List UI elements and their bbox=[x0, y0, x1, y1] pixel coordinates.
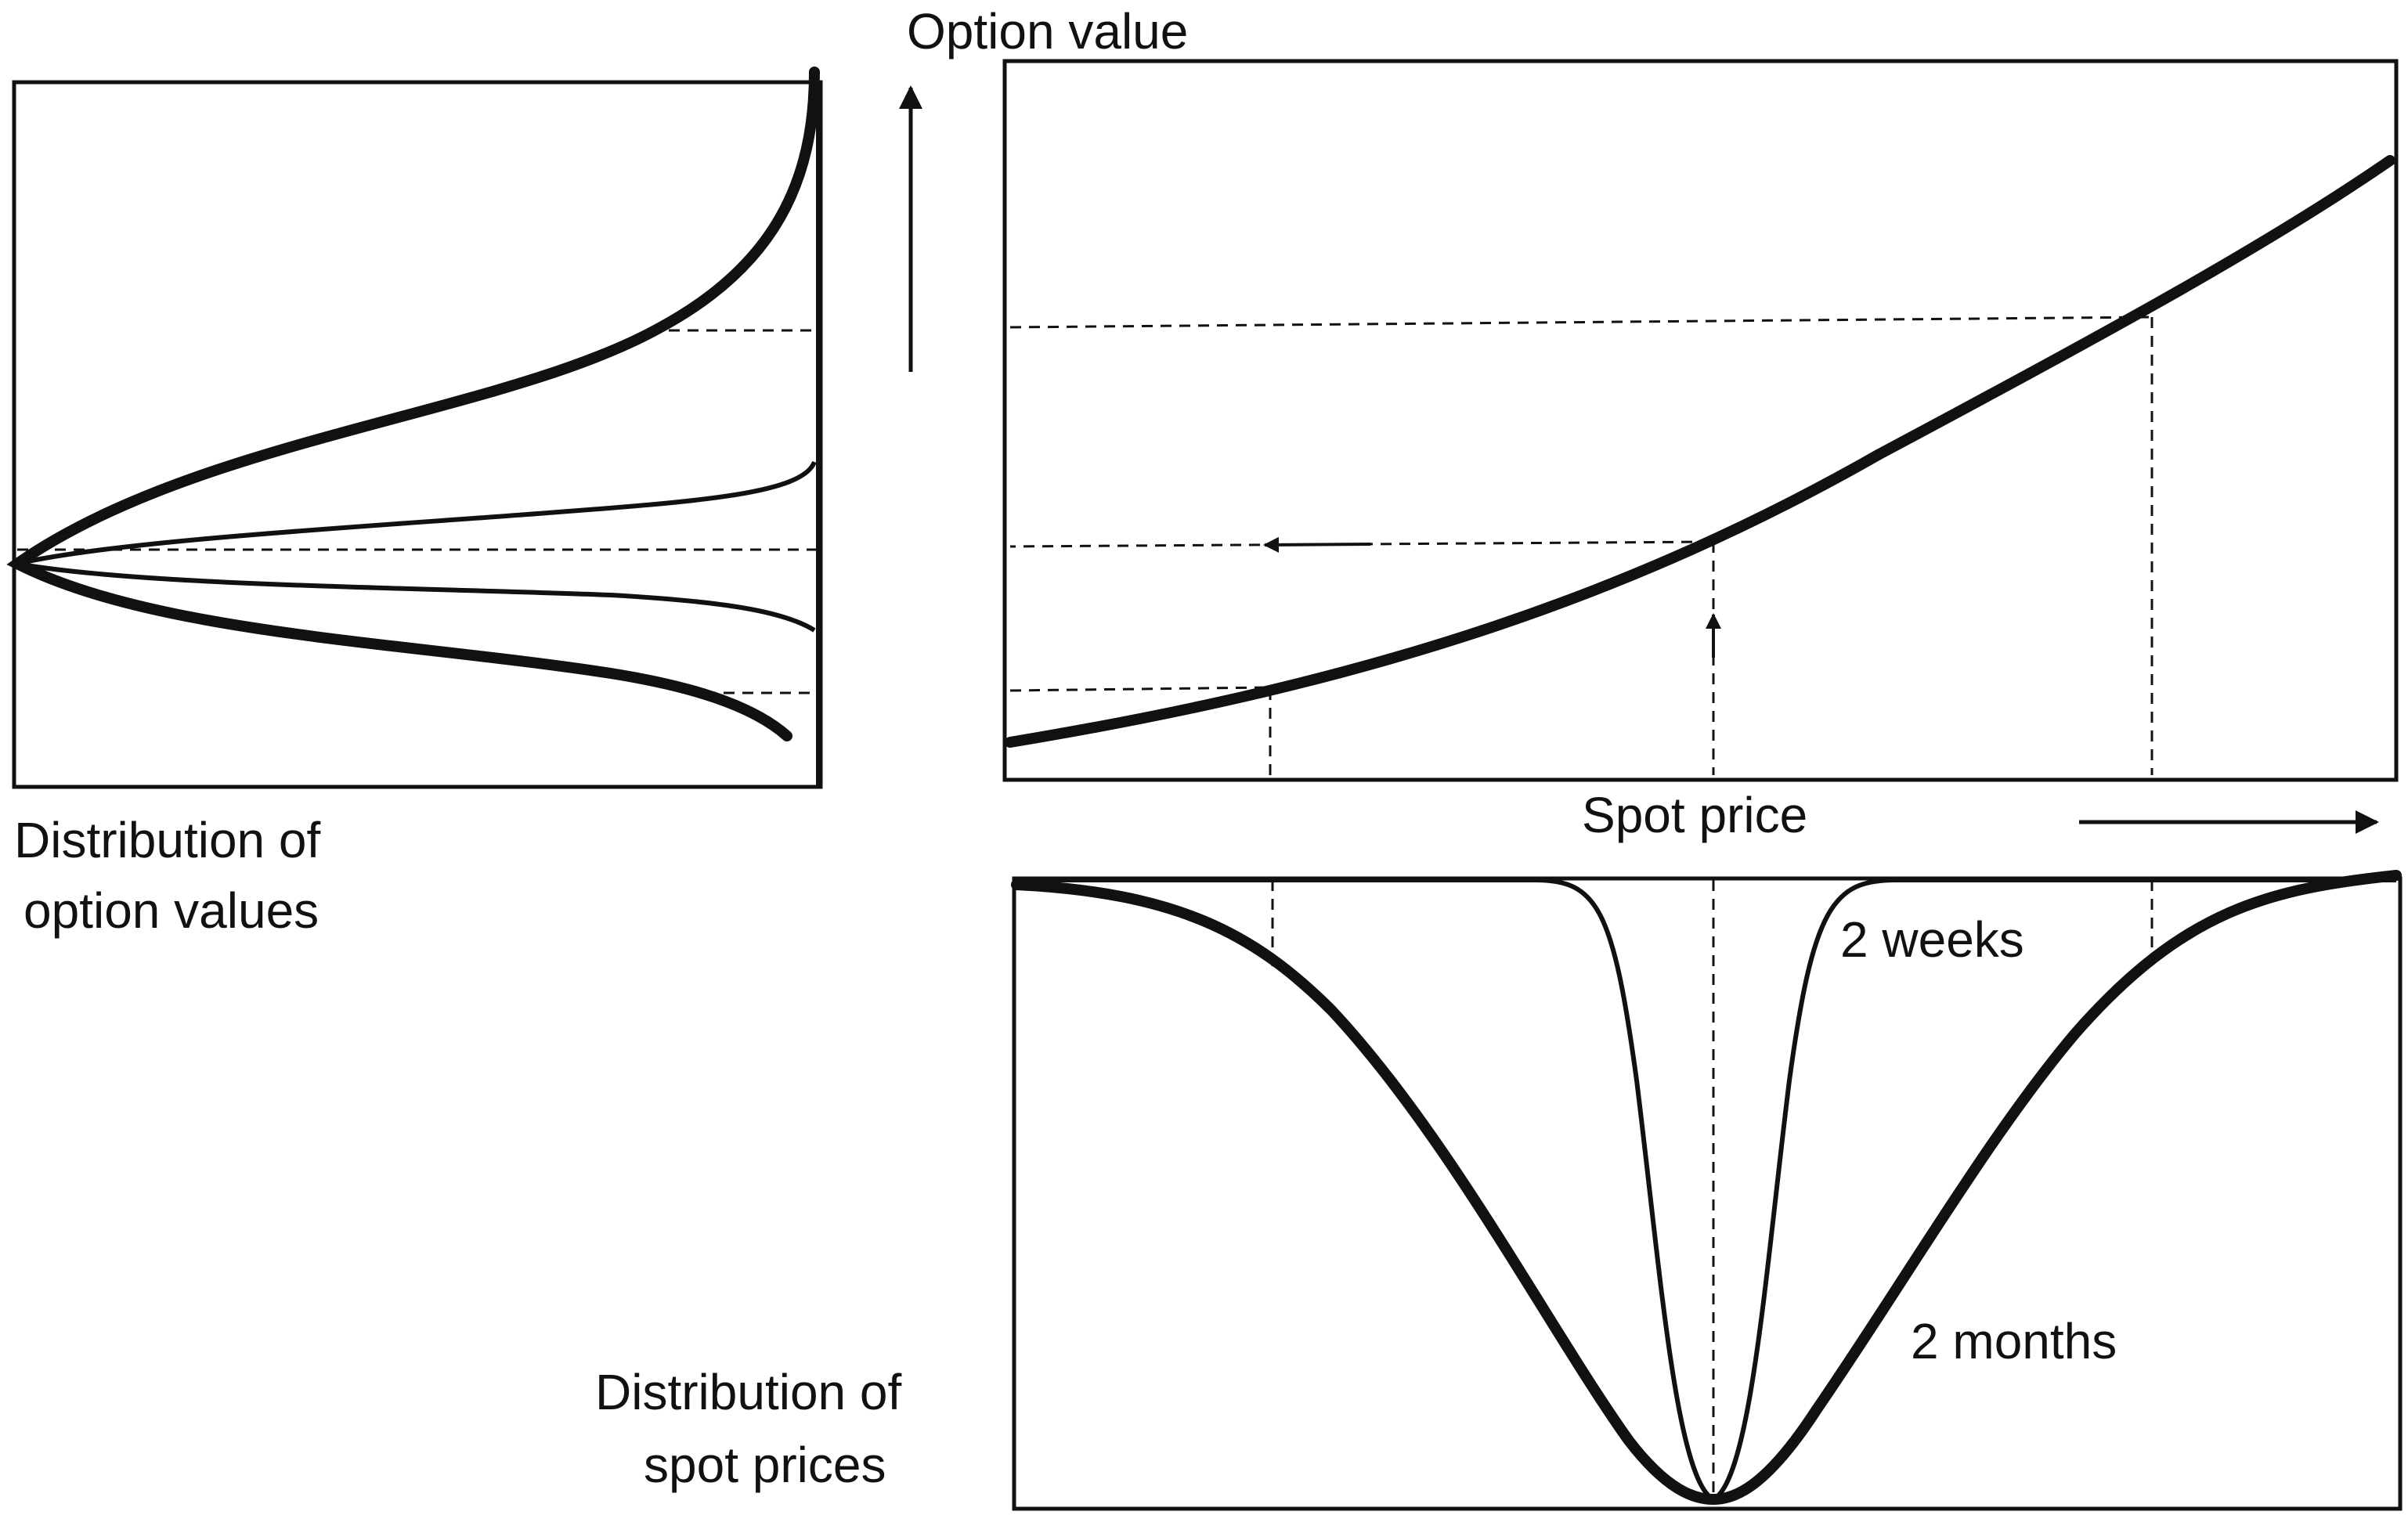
top-dash-mid-horizontal bbox=[1009, 540, 1712, 548]
distribution-spot-prices-label-line1: Distribution of bbox=[595, 1364, 902, 1420]
top-right-panel-frame bbox=[1002, 59, 2399, 782]
spot-price-axis: Spot price bbox=[1582, 787, 2379, 843]
distribution-spot-prices-label-line2: spot prices bbox=[644, 1437, 886, 1493]
wide-option-value-distribution-curve bbox=[6, 67, 820, 741]
top-dash-low-horizontal bbox=[1009, 686, 1269, 692]
option-value-curve bbox=[1005, 155, 2395, 748]
distribution-option-values-label-line2: option values bbox=[23, 882, 319, 939]
two-months-spot-distribution-curve bbox=[1011, 870, 2402, 1506]
spot-price-distribution-panel: 2 weeks 2 months bbox=[1011, 870, 2403, 1511]
two-weeks-label: 2 weeks bbox=[1840, 911, 2024, 968]
two-weeks-spot-distribution-curve bbox=[1014, 878, 2396, 1502]
narrow-option-value-distribution-curve bbox=[16, 460, 817, 633]
option-value-curve-panel bbox=[1002, 59, 2399, 782]
top-dash-high-horizontal bbox=[1009, 316, 2150, 329]
option-value-axis: Option value bbox=[899, 3, 1188, 372]
bottom-right-panel-frame bbox=[1012, 876, 2403, 1511]
option-value-label: Option value bbox=[907, 3, 1188, 60]
option-value-distribution-panel: Distribution of option values bbox=[6, 67, 823, 939]
spot-price-label: Spot price bbox=[1582, 787, 1807, 843]
left-panel-frame bbox=[12, 80, 823, 789]
distribution-option-values-label-line1: Distribution of bbox=[14, 812, 321, 868]
two-months-label: 2 months bbox=[1911, 1313, 2117, 1369]
top-dash-mid-arrow bbox=[1263, 536, 1371, 553]
